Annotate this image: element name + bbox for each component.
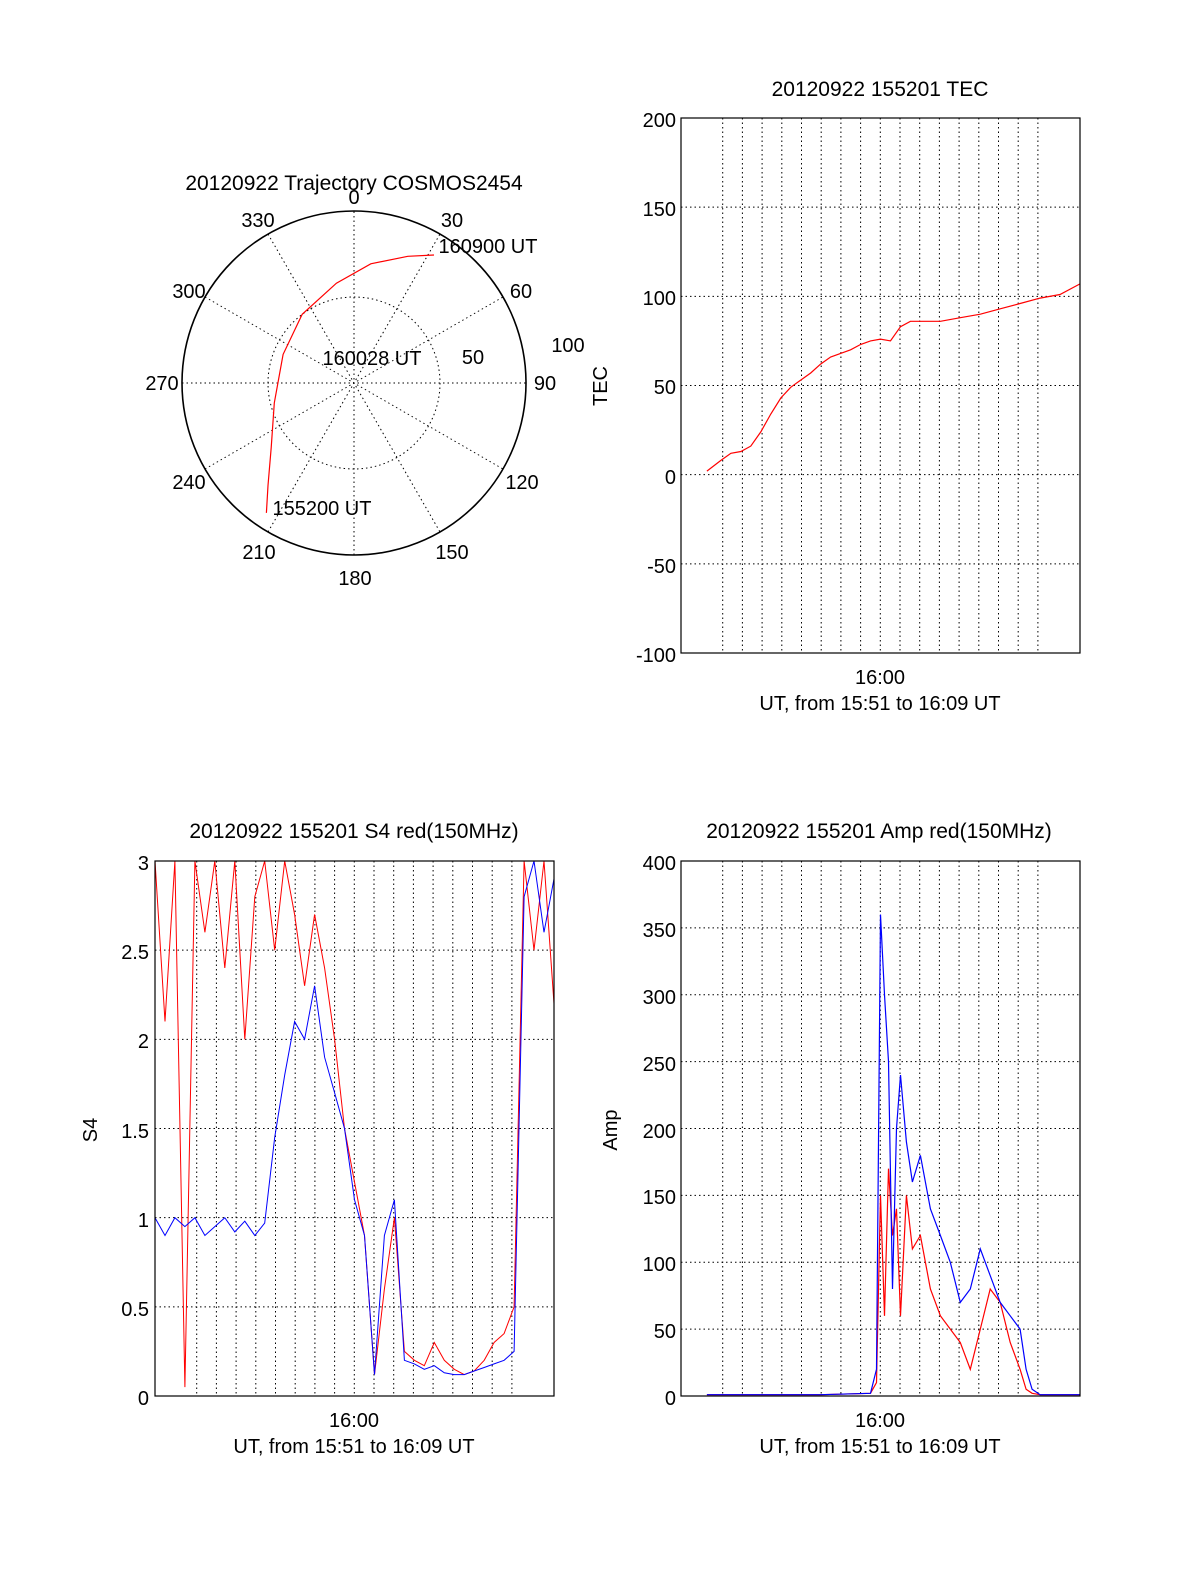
tec-ytick-minus50: -50 — [647, 556, 676, 578]
amp-xlabel: UT, from 15:51 to 16:09 UT — [759, 1436, 1000, 1458]
s4-red-series-line — [154, 860, 555, 1388]
s4-ytick-1-5: 1.5 — [121, 1121, 149, 1143]
s4-ylabel: S4 — [80, 1118, 102, 1142]
polar-spoke-150 — [267, 233, 441, 533]
amp-ytick-350: 350 — [643, 920, 676, 942]
tec-ytick-100: 100 — [643, 288, 676, 310]
trajectory-panel: 20120922 Trajectory COSMOS2454 0 30 60 9… — [145, 172, 584, 590]
s4-grid — [155, 860, 554, 1397]
azimuth-label-300: 300 — [172, 281, 205, 303]
s4-plot-frame — [154, 860, 555, 1397]
tec-ytick-50: 50 — [654, 377, 676, 399]
tec-ytick-minus100: -100 — [636, 645, 676, 667]
annotation-end-time: 160900 UT — [439, 236, 538, 258]
amp-ytick-50: 50 — [654, 1321, 676, 1343]
tec-grid — [681, 117, 1080, 654]
s4-xtick-1600: 16:00 — [329, 1410, 379, 1432]
amp-ytick-150: 150 — [643, 1187, 676, 1209]
amp-panel: 20120922 155201 Amp red(150MHz) 400 350 … — [600, 820, 1081, 1458]
amp-ytick-0: 0 — [665, 1388, 676, 1410]
s4-xlabel: UT, from 15:51 to 16:09 UT — [233, 1436, 474, 1458]
azimuth-label-30: 30 — [441, 210, 463, 232]
tec-xtick-1600: 16:00 — [855, 667, 905, 689]
tec-title: 20120922 155201 TEC — [772, 78, 989, 101]
tec-ytick-200: 200 — [643, 110, 676, 132]
amp-ytick-100: 100 — [643, 1254, 676, 1276]
tec-ytick-0: 0 — [665, 467, 676, 489]
azimuth-label-270: 270 — [145, 373, 178, 395]
s4-ytick-2: 2 — [138, 1031, 149, 1053]
amp-red-series-line — [706, 1168, 1080, 1396]
annotation-mid-time: 160028 UT — [323, 348, 422, 370]
azimuth-label-0: 0 — [348, 187, 359, 209]
radial-label-50: 50 — [462, 347, 484, 369]
tec-ylabel: TEC — [590, 366, 612, 406]
tec-xlabel: UT, from 15:51 to 16:09 UT — [759, 693, 1000, 715]
amp-ytick-200: 200 — [643, 1121, 676, 1143]
amp-ytick-400: 400 — [643, 853, 676, 875]
tec-ytick-150: 150 — [643, 199, 676, 221]
annotation-start-time: 155200 UT — [273, 498, 372, 520]
azimuth-label-180: 180 — [338, 568, 371, 590]
azimuth-label-240: 240 — [172, 472, 205, 494]
tec-plot-frame — [680, 117, 1081, 654]
amp-ytick-250: 250 — [643, 1054, 676, 1076]
tec-panel: 20120922 155201 TEC 200 150 100 50 0 -50… — [590, 78, 1081, 715]
s4-ytick-1: 1 — [138, 1210, 149, 1232]
amp-title: 20120922 155201 Amp red(150MHz) — [706, 820, 1052, 843]
azimuth-label-90: 90 — [534, 373, 556, 395]
trajectory-title: 20120922 Trajectory COSMOS2454 — [185, 172, 523, 195]
tec-series-line — [706, 283, 1081, 472]
s4-ytick-2-5: 2.5 — [121, 942, 149, 964]
amp-plot-frame — [680, 860, 1081, 1397]
s4-ytick-3: 3 — [138, 853, 149, 875]
azimuth-label-60: 60 — [510, 281, 532, 303]
s4-title: 20120922 155201 S4 red(150MHz) — [189, 820, 518, 843]
amp-blue-series-line — [706, 914, 1080, 1396]
s4-panel: 20120922 155201 S4 red(150MHz) 3 2.5 2 1… — [80, 820, 555, 1458]
trajectory-track — [265, 254, 435, 513]
amp-ylabel: Amp — [600, 1109, 622, 1150]
azimuth-label-210: 210 — [242, 542, 275, 564]
radial-label-100: 100 — [551, 335, 584, 357]
amp-ytick-300: 300 — [643, 987, 676, 1009]
azimuth-label-330: 330 — [241, 210, 274, 232]
s4-blue-series-line — [154, 860, 555, 1376]
polar-spokes — [182, 211, 526, 555]
s4-ytick-0-5: 0.5 — [121, 1299, 149, 1321]
amp-xtick-1600: 16:00 — [855, 1410, 905, 1432]
s4-ytick-0: 0 — [138, 1388, 149, 1410]
azimuth-label-150: 150 — [435, 542, 468, 564]
azimuth-label-120: 120 — [505, 472, 538, 494]
